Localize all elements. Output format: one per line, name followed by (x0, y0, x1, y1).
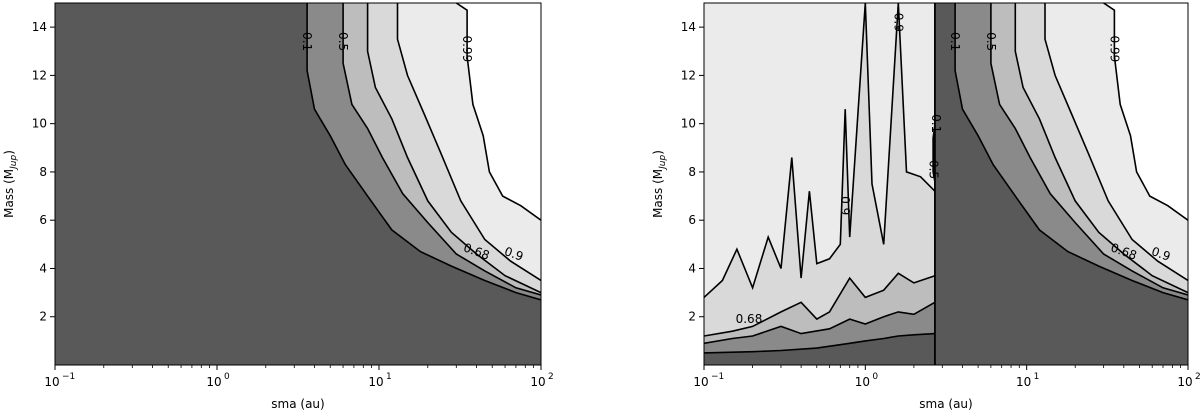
y-tick-label: 6 (39, 213, 47, 227)
contour-label: 0.1 (948, 32, 962, 51)
y-tick-label: 12 (32, 68, 47, 82)
x-tick-label: 10 (1016, 375, 1031, 389)
x-tick-exponent: −1 (62, 372, 75, 382)
x-tick-exponent: 2 (1195, 372, 1200, 382)
contour-label: 0.99 (1107, 35, 1121, 62)
y-tick-label: 14 (32, 20, 47, 34)
x-tick-exponent: −1 (711, 372, 724, 382)
x-tick-label: 10 (44, 375, 59, 389)
x-tick-label: 10 (693, 375, 708, 389)
contour-line-0.9 (396, 3, 541, 282)
y-tick-label: 2 (688, 310, 696, 324)
x-axis-label: sma (au) (271, 397, 324, 411)
contour-label: 0.68 (736, 312, 763, 326)
y-axis-label: Mass (MJup) (2, 150, 19, 218)
contour-label: 0.9 (1150, 244, 1173, 264)
contour-line-0.5 (342, 3, 541, 296)
y-tick-label: 2 (39, 310, 47, 324)
x-tick-label: 10 (530, 375, 545, 389)
contour-label: 0.5 (984, 32, 998, 51)
contour-label: 0.9 (891, 13, 905, 32)
contour-line-0.68 (1014, 3, 1188, 294)
axes-frame (54, 2, 542, 366)
x-tick-exponent: 1 (1034, 372, 1040, 382)
contour-label: 0.99 (460, 35, 474, 62)
plot-area: 0.90.90.10.50.680.1 0.5 0.990.90.68 (704, 3, 1188, 365)
y-tick-label: 4 (39, 261, 47, 275)
y-tick-label: 6 (688, 213, 696, 227)
contour-label: 0.1 (300, 32, 314, 51)
contour-label: 0.5 (336, 32, 350, 51)
contour-0.68 (704, 272, 936, 337)
contour-label: 0.1 (929, 114, 943, 133)
x-tick-label: 10 (855, 375, 870, 389)
contour-line-0.1 (306, 3, 541, 301)
x-tick-label: 10 (368, 375, 383, 389)
y-tick-label: 4 (688, 261, 696, 275)
axes-frame (703, 2, 1189, 366)
y-tick-label: 8 (39, 165, 47, 179)
x-tick-exponent: 2 (548, 372, 554, 382)
step-wedge (932, 118, 935, 187)
y-tick-label: 10 (32, 117, 47, 131)
contour-line-0.99 (455, 3, 541, 221)
y-tick-label: 8 (688, 165, 696, 179)
contour-line-0.1 (954, 3, 1188, 301)
fill-level-0.9 (704, 3, 935, 365)
x-tick-label: 10 (206, 375, 221, 389)
region-above-0.99 (1103, 3, 1188, 221)
contour-label: 0.9 (838, 196, 852, 215)
region-above-0.99 (456, 3, 541, 221)
contour-line-0.5 (990, 3, 1188, 296)
plot-area: 0.1 0.5 0.990.90.68 (55, 3, 541, 365)
x-tick-exponent: 0 (872, 372, 878, 382)
y-tick-label: 10 (681, 117, 696, 131)
fill-level-0.1 (704, 333, 935, 365)
contour-line-0.9 (1044, 3, 1188, 282)
y-tick-label: 12 (681, 68, 696, 82)
contour-line-0.99 (1103, 3, 1188, 221)
contour-label: 0.5 (927, 160, 941, 179)
x-tick-exponent: 1 (386, 372, 392, 382)
x-axis-label: sma (au) (919, 397, 972, 411)
y-axis-label: Mass (MJup) (651, 150, 668, 218)
x-tick-exponent: 0 (224, 372, 230, 382)
contour-label: 0.9 (503, 244, 526, 264)
x-tick-label: 10 (1177, 375, 1192, 389)
contour-0.1 (704, 332, 935, 354)
contour-0.9 (704, 3, 936, 298)
contour-0.5 (704, 301, 936, 345)
y-tick-label: 14 (681, 20, 696, 34)
contour-line-0.68 (366, 3, 541, 294)
